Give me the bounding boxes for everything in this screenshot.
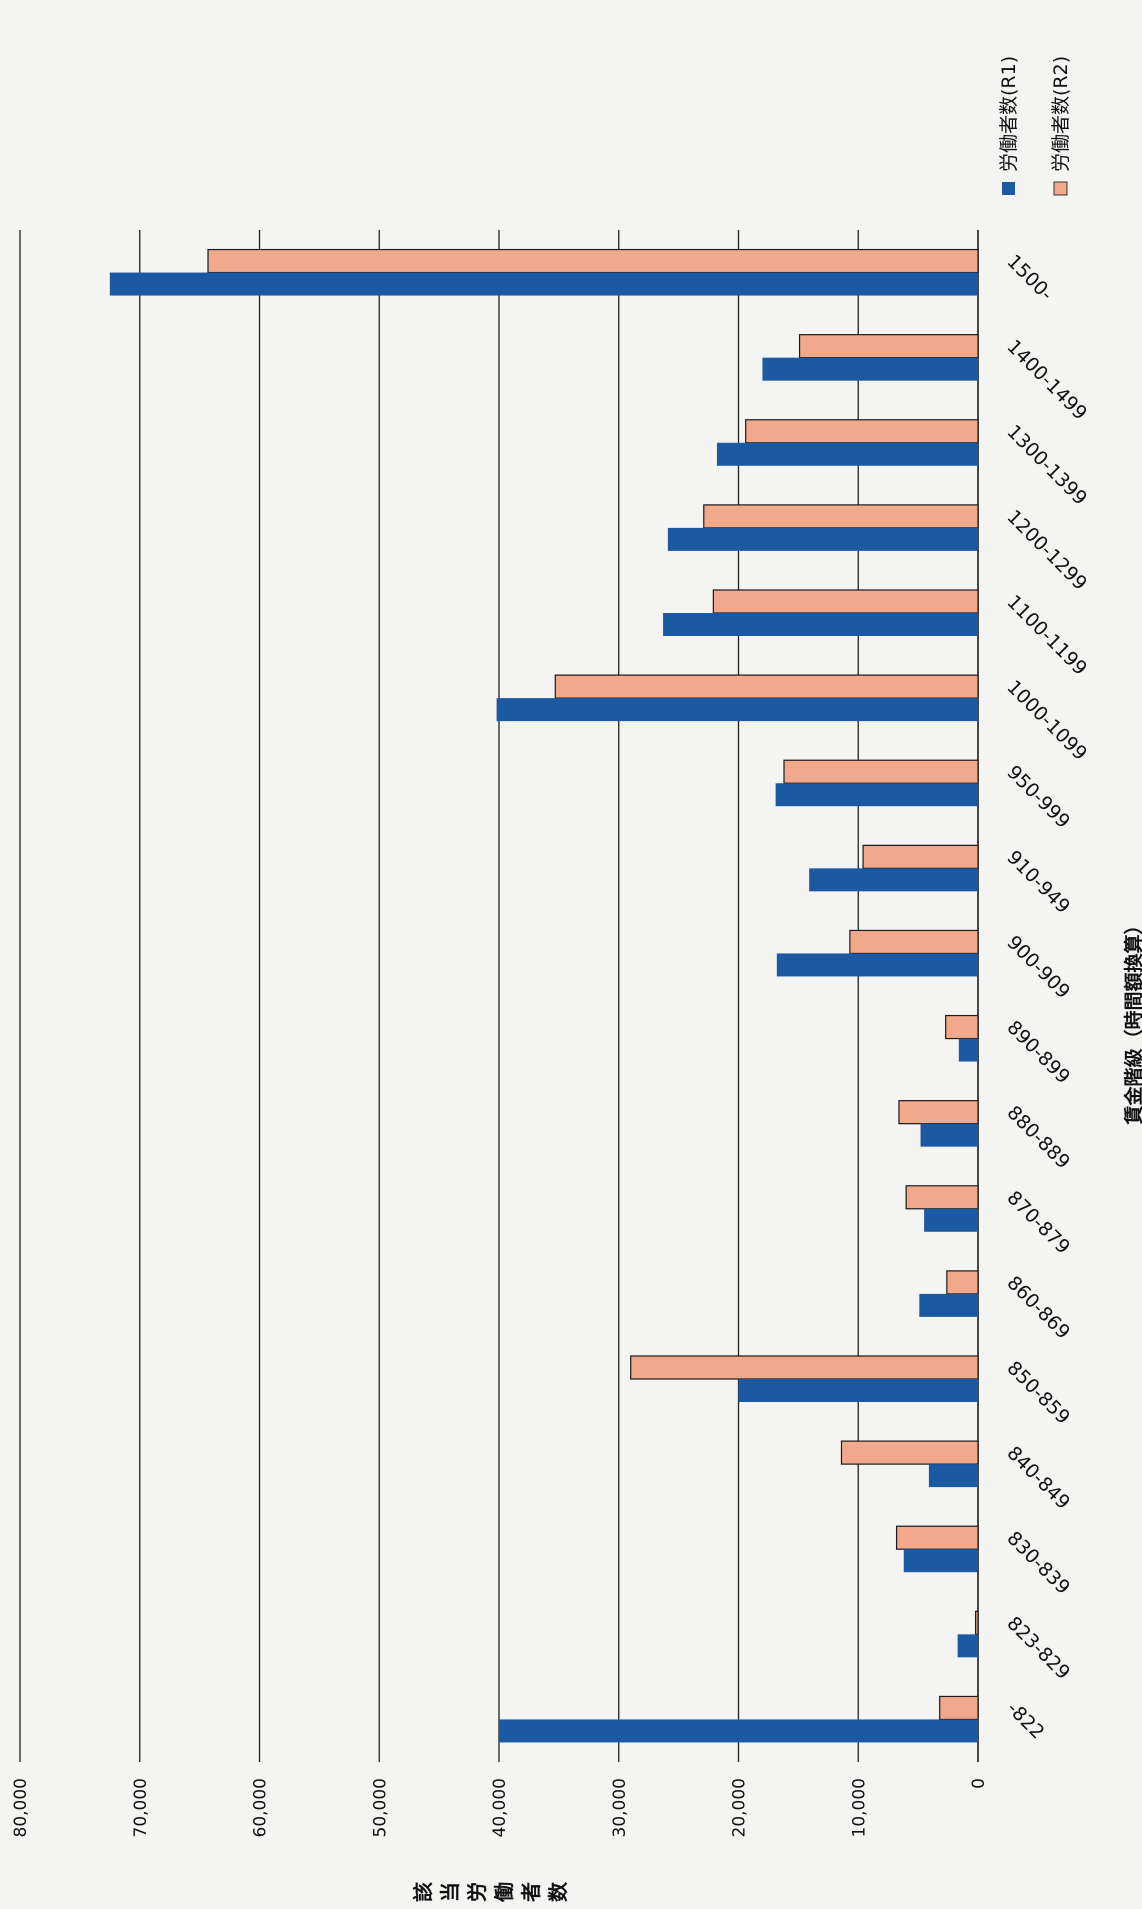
value-tick-label: 80,000 — [11, 1778, 31, 1837]
bar-r2 — [630, 1355, 979, 1380]
bar-r1 — [716, 442, 978, 466]
category-label: 1500- — [1002, 251, 1057, 306]
category-label: 1000-1099 — [1002, 676, 1091, 765]
category-label: 880-889 — [1002, 1102, 1074, 1174]
bar-r2 — [895, 1525, 979, 1550]
gridlines — [19, 230, 979, 1762]
value-tick-label: 30,000 — [610, 1778, 630, 1837]
bar-r2 — [554, 674, 979, 699]
bar-r2 — [849, 929, 979, 955]
value-tick-label: 50,000 — [370, 1778, 390, 1837]
bar-r2 — [898, 1100, 979, 1125]
y-axis-title-char: 労 — [465, 1882, 489, 1902]
y-axis-title-char: 働 — [492, 1882, 516, 1903]
bar-r1 — [496, 698, 978, 722]
bar-r1 — [663, 613, 978, 636]
bar-r1 — [499, 1719, 978, 1743]
bar-r2 — [703, 504, 979, 529]
category-label: 850-859 — [1002, 1357, 1074, 1429]
category-label: 1200-1299 — [1002, 506, 1091, 595]
bar-r2 — [783, 759, 979, 784]
y-axis-title-char: 該 — [411, 1882, 435, 1902]
category-label: 1300-1399 — [1002, 421, 1091, 510]
y-axis-title-char: 当 — [438, 1882, 462, 1902]
category-label: 1100-1199 — [1002, 591, 1091, 680]
bar-r1 — [957, 1634, 978, 1658]
legend-label: 労働者数(R2) — [1050, 56, 1072, 172]
value-tick-label: 70,000 — [131, 1778, 151, 1837]
value-tick-label: 0 — [969, 1778, 989, 1789]
x-axis-title: 賃金階級（時間額換算） — [1122, 915, 1142, 1125]
value-tick-label: 40,000 — [490, 1778, 510, 1837]
bar-r1 — [920, 1123, 978, 1147]
category-label: 870-879 — [1002, 1187, 1074, 1259]
y-axis-title-char: 数 — [546, 1881, 570, 1902]
bar-r2 — [862, 844, 979, 869]
category-label: 900-909 — [1002, 931, 1074, 1003]
bar-r1 — [928, 1464, 978, 1488]
bar-r2 — [745, 419, 979, 444]
category-label: 830-839 — [1002, 1527, 1074, 1599]
category-label: 1400-1499 — [1002, 336, 1091, 425]
category-label: 860-869 — [1002, 1272, 1074, 1344]
bar-r2 — [712, 589, 979, 614]
category-label: 910-949 — [1002, 846, 1074, 918]
bar-r2 — [939, 1695, 979, 1721]
category-label: 840-849 — [1002, 1442, 1074, 1514]
bar-r2 — [207, 248, 979, 274]
value-tick-label: 20,000 — [730, 1778, 750, 1837]
bar-r1 — [775, 783, 978, 807]
bar-r2 — [798, 334, 979, 359]
bar-r1 — [762, 357, 978, 381]
bar-r1 — [667, 527, 978, 551]
bar-r2 — [975, 1610, 979, 1635]
value-axis-ticks: 0 10,000 20,000 30,000 40,000 50,000 60,000 70,… — [11, 1778, 989, 1837]
y-axis-title-char: 者 — [519, 1882, 543, 1903]
bars — [109, 248, 979, 1743]
bar-r2 — [945, 1014, 979, 1040]
category-label: -822 — [1002, 1697, 1048, 1743]
bar-r1 — [958, 1038, 978, 1062]
legend: 労働者数(R1) 労働者数(R2) — [998, 56, 1072, 196]
bar-r1 — [903, 1549, 978, 1573]
bar-r1 — [109, 272, 978, 296]
category-axis-labels: -822 823-829 830-839 840-849 850-859 860-869 8… — [1002, 251, 1091, 1744]
bar-r1 — [809, 868, 978, 892]
value-tick-label: 10,000 — [849, 1778, 869, 1837]
legend-swatch — [1053, 181, 1068, 196]
bar-r1 — [738, 1379, 978, 1402]
legend-label: 労働者数(R1) — [998, 56, 1020, 172]
bar-r1 — [924, 1208, 978, 1232]
category-label: 890-899 — [1002, 1017, 1074, 1089]
bar-r1 — [776, 953, 978, 977]
bar-r1 — [919, 1293, 978, 1317]
y-axis-title: 該当労働者数 — [411, 1881, 570, 1903]
bar-r2 — [840, 1440, 979, 1465]
legend-swatch — [1002, 182, 1015, 195]
category-label: 823-829 — [1002, 1612, 1074, 1684]
value-tick-label: 60,000 — [251, 1778, 271, 1837]
bar-r2 — [946, 1270, 979, 1295]
category-label: 950-999 — [1002, 761, 1074, 833]
bar-r2 — [905, 1185, 979, 1210]
